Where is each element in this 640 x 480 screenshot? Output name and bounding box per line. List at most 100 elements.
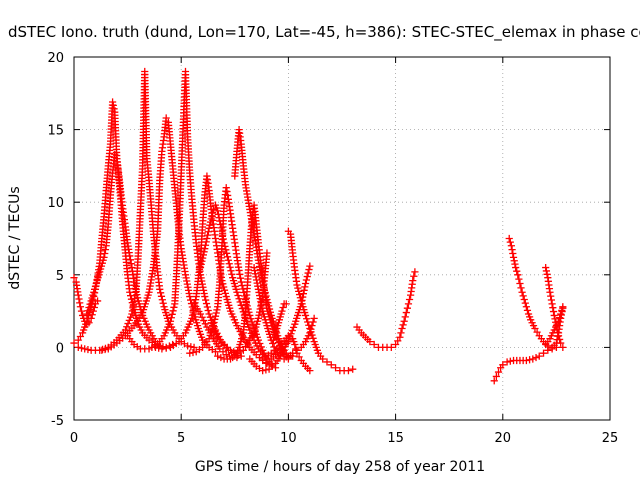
series-16 (263, 335, 314, 375)
data-point-interpolated (211, 312, 220, 320)
data-point (205, 224, 213, 232)
data-point-interpolated (123, 323, 131, 331)
data-point (409, 277, 417, 285)
data-point-interpolated (77, 344, 86, 352)
data-point (327, 361, 335, 369)
data-point-interpolated (292, 345, 300, 353)
data-point-interpolated (155, 344, 163, 352)
data-point (507, 242, 515, 250)
data-point-interpolated (220, 286, 229, 294)
data-point (226, 346, 235, 354)
data-point-interpolated (221, 242, 229, 250)
data-point (209, 205, 217, 214)
data-point-interpolated (506, 357, 514, 365)
data-point-interpolated (197, 260, 205, 268)
data-point (263, 249, 271, 257)
data-point-interpolated (203, 303, 211, 311)
data-point-interpolated (266, 308, 274, 316)
data-point-interpolated (125, 316, 133, 324)
data-point (396, 333, 404, 341)
data-point-interpolated (101, 249, 109, 258)
data-point-interpolated (75, 295, 83, 303)
data-point-interpolated (216, 220, 225, 229)
data-point (293, 346, 301, 354)
data-point-interpolated (526, 356, 534, 364)
data-point (74, 343, 82, 351)
data-point (499, 361, 507, 369)
data-point-interpolated (261, 288, 269, 297)
data-point (554, 317, 563, 325)
data-point-interpolated (201, 241, 210, 249)
data-point-interpolated (206, 218, 215, 226)
series-20 (353, 268, 419, 351)
data-point-interpolated (219, 231, 227, 239)
data-point-interpolated (127, 260, 135, 268)
data-point (366, 337, 374, 346)
data-point (554, 332, 563, 340)
data-point (531, 324, 539, 333)
data-point-interpolated (212, 309, 220, 317)
data-point-interpolated (203, 234, 211, 243)
data-point (226, 355, 235, 363)
data-point-interpolated (225, 260, 233, 268)
data-point-interpolated (110, 105, 118, 113)
data-point-interpolated (223, 253, 232, 261)
data-point-interpolated (299, 290, 308, 298)
data-point-interpolated (162, 344, 170, 352)
grid-lines (74, 57, 610, 420)
chart-title: dSTEC Iono. truth (dund, Lon=170, Lat=-4… (8, 23, 640, 42)
data-point (548, 300, 556, 308)
data-point-interpolated (556, 335, 564, 344)
data-point-interpolated (222, 246, 230, 254)
data-point-interpolated (523, 306, 532, 314)
data-point (205, 310, 213, 318)
data-point-interpolated (509, 249, 517, 258)
data-point-interpolated (221, 289, 229, 297)
data-point (557, 339, 565, 347)
series-5 (98, 114, 220, 356)
x-tick-label: 15 (387, 431, 404, 446)
data-point-interpolated (202, 296, 210, 304)
data-point (184, 342, 192, 350)
data-point-interpolated (200, 316, 208, 325)
data-point-interpolated (506, 238, 514, 246)
data-point-interpolated (101, 246, 110, 254)
data-point (291, 340, 299, 349)
data-point-interpolated (309, 334, 317, 342)
data-point-interpolated (198, 257, 206, 265)
data-point-interpolated (264, 299, 272, 307)
data-point (402, 308, 410, 317)
data-point-interpolated (209, 209, 217, 217)
y-tick-label: 15 (47, 124, 64, 139)
y-tick-label: 20 (47, 51, 64, 66)
data-point-interpolated (224, 191, 232, 200)
data-point-interpolated (301, 283, 309, 291)
data-point-interpolated (259, 281, 268, 290)
data-point-interpolated (208, 212, 216, 220)
data-point (259, 367, 267, 375)
data-point (186, 349, 194, 357)
data-point (546, 288, 554, 296)
data-point (289, 349, 297, 357)
x-tick-label: 0 (70, 431, 78, 446)
data-point (503, 358, 511, 366)
series-17 (269, 300, 290, 344)
data-point (319, 355, 327, 363)
data-point-interpolated (269, 339, 277, 348)
data-point-interpolated (226, 263, 234, 271)
data-point-interpolated (217, 224, 225, 232)
data-point-interpolated (204, 231, 212, 239)
data-point (301, 279, 310, 288)
data-point-interpolated (556, 314, 564, 322)
data-point (190, 343, 198, 351)
series-24 (542, 303, 567, 349)
data-point-interpolated (302, 276, 311, 284)
data-point (218, 227, 226, 235)
data-point-interpolated (126, 256, 135, 264)
data-point-interpolated (207, 215, 215, 223)
data-point-interpolated (169, 307, 177, 315)
data-point-interpolated (235, 295, 243, 303)
data-point-interpolated (127, 313, 135, 321)
data-point-interpolated (262, 292, 270, 300)
plot-frame (73, 56, 611, 421)
